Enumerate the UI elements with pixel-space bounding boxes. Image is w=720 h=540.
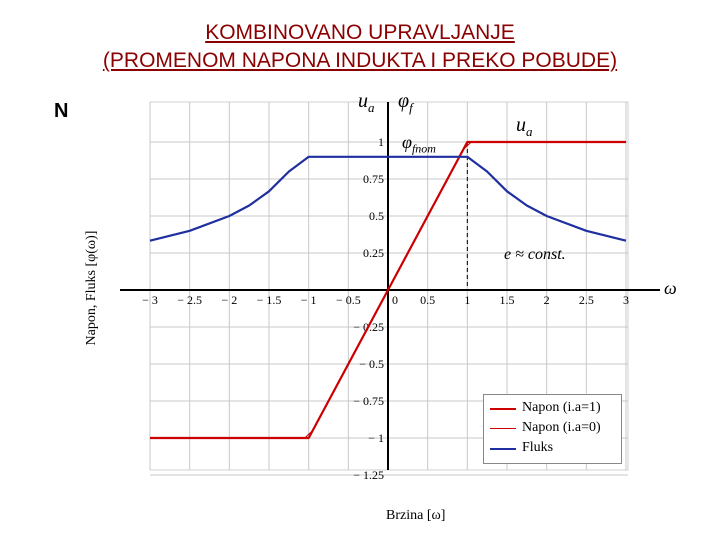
x-tick-label: 2.5 <box>579 293 594 307</box>
x-tick-label: 3 <box>623 293 629 307</box>
annotation-omega: ω <box>664 278 677 298</box>
ua-left-subscript: a <box>368 100 375 115</box>
phi-f-subscript: f <box>409 100 413 115</box>
phi-fnom-symbol: φ <box>402 132 412 152</box>
y-tick-label: 0.5 <box>369 209 384 223</box>
y-tick-label: − 1.25 <box>353 468 384 482</box>
chart-title-line2: (PROMENOM NAPONA INDUKTA I PREKO POBUDE) <box>102 49 618 72</box>
x-tick-label: 1 <box>464 293 470 307</box>
ua-right-symbol: u <box>516 114 526 136</box>
legend-swatch-fluks <box>490 448 516 450</box>
y-tick-label: 0.25 <box>363 246 384 260</box>
legend-swatch-napon1 <box>490 408 516 410</box>
y-tick-label: − 0.5 <box>359 357 384 371</box>
annotation-phi-fnom: φfnom <box>402 132 436 157</box>
side-label: N <box>54 100 69 122</box>
y-tick-label: 0.75 <box>363 172 384 186</box>
annotation-phi-f: φf <box>398 90 413 116</box>
x-tick-label: 1.5 <box>499 293 514 307</box>
y-axis-label: Napon, Fluks [φ(ω)] <box>84 230 99 346</box>
legend-label-napon0: Napon (i.a=0) <box>522 420 601 435</box>
annotation-ua-left: ua <box>358 90 375 116</box>
annotation-ua-right: ua <box>516 114 533 140</box>
series-line-fluks <box>149 155 627 242</box>
y-tick-label: 1 <box>378 135 384 149</box>
ua-left-symbol: u <box>358 90 368 112</box>
phi-f-symbol: φ <box>398 90 410 112</box>
x-tick-label: 2 <box>544 293 550 307</box>
x-axis-label: Brzina [ω] <box>386 508 446 523</box>
legend: Napon (i.a=1) Napon (i.a=0) Fluks <box>483 394 622 464</box>
x-tick-label: − 2.5 <box>177 293 202 307</box>
chart-title-line1: KOMBINOVANO UPRAVLJANJE <box>205 21 515 44</box>
x-tick-label: − 3 <box>142 293 158 307</box>
x-tick-label: 0.5 <box>420 293 435 307</box>
phi-fnom-subscript: fnom <box>411 141 436 156</box>
y-tick-label: − 0.75 <box>353 394 384 408</box>
y-tick-label: − 1 <box>368 431 384 445</box>
x-tick-label: − 2 <box>221 293 237 307</box>
x-tick-label: − 1.5 <box>257 293 282 307</box>
annotation-e-const: e ≈ const. <box>504 246 566 263</box>
x-tick-label: − 1 <box>301 293 317 307</box>
ua-right-subscript: a <box>526 124 533 139</box>
series-line-napon-ia0 <box>150 141 626 439</box>
x-tick-label: 0 <box>392 293 398 307</box>
legend-label-fluks: Fluks <box>522 440 554 455</box>
x-tick-label: − 0.5 <box>336 293 361 307</box>
legend-swatch-napon0 <box>490 428 516 429</box>
legend-label-napon1: Napon (i.a=1) <box>522 400 601 415</box>
